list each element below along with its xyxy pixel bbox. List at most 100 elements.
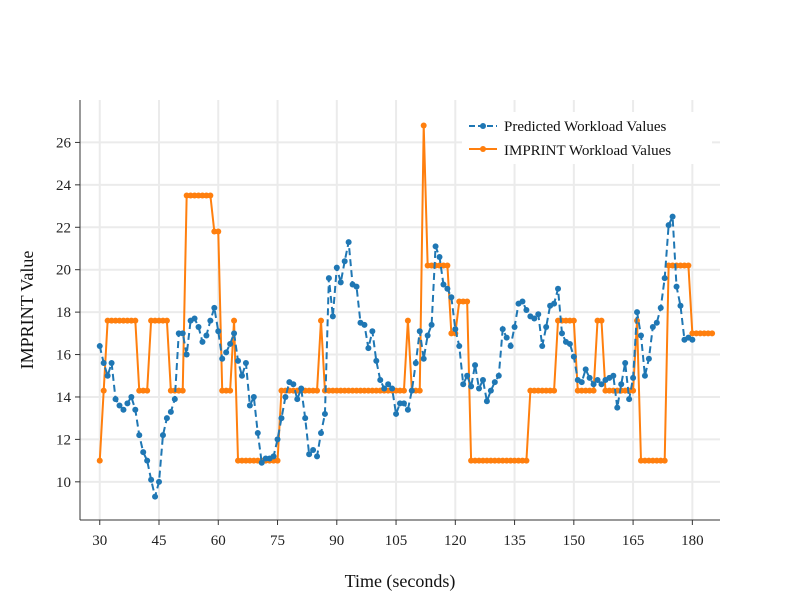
- data-point: [598, 317, 605, 324]
- data-point: [665, 222, 672, 229]
- data-point: [227, 387, 234, 394]
- data-point: [416, 328, 423, 335]
- data-point: [511, 323, 518, 330]
- data-point: [673, 283, 680, 290]
- data-point: [159, 432, 166, 439]
- data-point: [558, 330, 565, 337]
- data-point: [483, 398, 490, 405]
- data-point: [408, 387, 415, 394]
- x-tick-label: 90: [329, 533, 344, 549]
- data-point: [637, 332, 644, 339]
- data-point: [590, 381, 597, 388]
- data-point: [460, 381, 467, 388]
- data-point: [321, 410, 328, 417]
- data-point: [219, 355, 226, 362]
- y-tick-label: 12: [56, 432, 71, 448]
- data-point: [314, 453, 321, 460]
- data-point: [274, 457, 281, 464]
- data-point: [314, 387, 321, 394]
- x-tick-label: 180: [681, 533, 704, 549]
- legend: Predicted Workload Values IMPRINT Worklo…: [462, 112, 712, 164]
- data-point: [207, 192, 214, 199]
- x-tick-label: 105: [385, 533, 408, 549]
- x-tick-label: 135: [503, 533, 526, 549]
- data-point: [468, 383, 475, 390]
- data-point: [294, 396, 301, 403]
- data-point: [306, 451, 313, 458]
- series-imprint: [96, 122, 716, 464]
- data-point: [215, 328, 222, 335]
- x-tick-label: 120: [444, 533, 467, 549]
- data-point: [203, 332, 210, 339]
- data-point: [238, 372, 245, 379]
- data-point: [649, 323, 656, 330]
- data-point: [317, 317, 324, 324]
- data-point: [404, 406, 411, 413]
- legend-predicted-marker: [480, 123, 486, 129]
- data-point: [250, 393, 257, 400]
- data-point: [412, 360, 419, 367]
- data-point: [270, 453, 277, 460]
- data-point: [456, 343, 463, 350]
- data-point: [278, 415, 285, 422]
- data-point: [140, 449, 147, 456]
- data-point: [472, 362, 479, 369]
- data-point: [385, 381, 392, 388]
- data-point: [503, 334, 510, 341]
- data-point: [144, 387, 151, 394]
- x-tick-label: 45: [152, 533, 167, 549]
- data-point: [353, 283, 360, 290]
- series-predicted: [96, 213, 696, 500]
- data-point: [341, 258, 348, 265]
- data-point: [199, 338, 206, 345]
- data-point: [298, 385, 305, 392]
- data-point: [195, 323, 202, 330]
- legend-predicted-label: Predicted Workload Values: [504, 119, 667, 135]
- x-tick-label: 30: [92, 533, 107, 549]
- data-point: [333, 264, 340, 271]
- data-point: [393, 410, 400, 417]
- data-point: [653, 319, 660, 326]
- data-point: [96, 343, 103, 350]
- data-point: [381, 385, 388, 392]
- data-point: [491, 379, 498, 386]
- data-point: [657, 304, 664, 311]
- data-point: [128, 393, 135, 400]
- data-point: [614, 404, 621, 411]
- data-point: [634, 309, 641, 316]
- data-point: [420, 355, 427, 362]
- x-tick-label: 150: [563, 533, 586, 549]
- data-point: [551, 300, 558, 307]
- data-point: [231, 330, 238, 337]
- data-point: [479, 377, 486, 383]
- data-point: [231, 317, 238, 324]
- data-point: [246, 402, 253, 409]
- data-point: [227, 340, 234, 347]
- data-point: [179, 330, 186, 337]
- data-point: [444, 285, 451, 292]
- data-point: [566, 340, 573, 347]
- data-point: [132, 317, 139, 324]
- data-point: [215, 228, 222, 235]
- data-point: [420, 122, 427, 129]
- data-point: [302, 415, 309, 422]
- data-point: [507, 343, 514, 350]
- data-point: [156, 478, 163, 485]
- data-point: [551, 387, 558, 394]
- data-point: [337, 279, 344, 286]
- data-point: [183, 351, 190, 358]
- data-point: [144, 457, 151, 464]
- data-point: [108, 360, 115, 367]
- y-tick-label: 26: [56, 135, 72, 151]
- legend-imprint-marker: [480, 146, 486, 152]
- y-tick-label: 20: [56, 263, 71, 279]
- data-point: [618, 381, 625, 388]
- data-point: [120, 406, 127, 413]
- y-tick-label: 14: [56, 390, 72, 406]
- data-point: [290, 381, 297, 388]
- data-point: [235, 357, 242, 364]
- data-point: [171, 396, 178, 403]
- data-point: [709, 330, 716, 337]
- data-point: [523, 457, 530, 464]
- y-tick-label: 24: [56, 178, 72, 194]
